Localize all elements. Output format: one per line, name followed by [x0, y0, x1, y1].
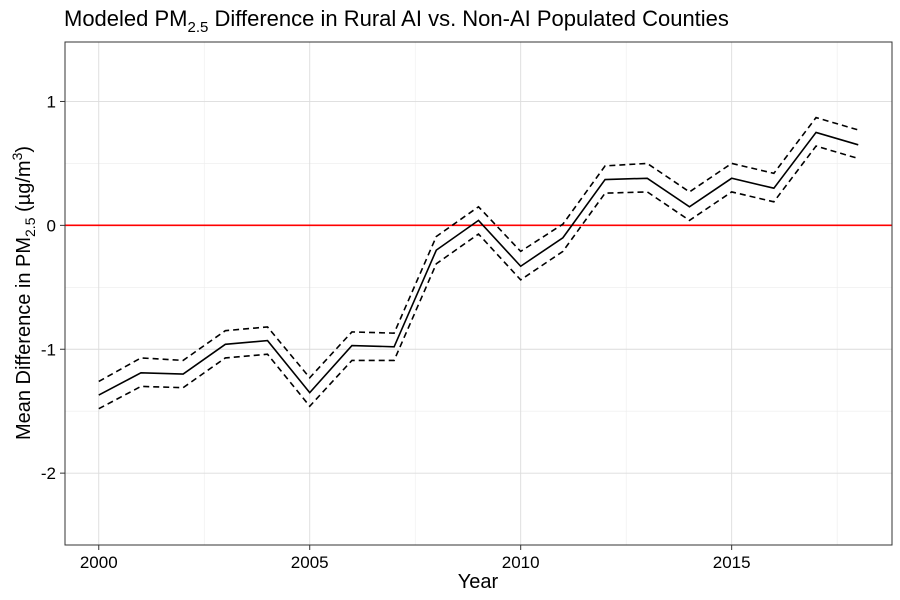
chart-title-suffix: Difference in Rural AI vs. Non-AI Popula… — [208, 6, 729, 31]
y-axis-title-prefix: Mean Difference in PM — [13, 237, 35, 440]
y-axis-title-subscript: 2.5 — [22, 217, 38, 237]
y-axis-title-superscript: 3 — [9, 152, 25, 160]
x-tick-label: 2005 — [291, 553, 329, 572]
y-tick-label: -2 — [41, 464, 56, 483]
y-axis-title-suffix: ) — [13, 146, 35, 153]
plot-area — [64, 41, 893, 546]
series-lines — [98, 116, 859, 410]
minor-gridlines — [65, 42, 892, 545]
y-tick-label: 0 — [47, 216, 56, 235]
series-line-estimate — [98, 131, 859, 396]
y-tick-label: -1 — [41, 340, 56, 359]
x-tick-label: 2015 — [713, 553, 751, 572]
chart-title: Modeled PM2.5 Difference in Rural AI vs.… — [64, 6, 729, 36]
y-axis: 1 0 -1 -2 — [41, 92, 65, 483]
y-axis-title-middle: (µg/m — [13, 160, 35, 217]
x-tick-label: 2010 — [502, 553, 540, 572]
x-axis: 2000 2005 2010 2015 — [80, 545, 751, 572]
y-axis-title: Mean Difference in PM2.5 (µg/m3) — [9, 146, 38, 440]
y-tick-label: 1 — [47, 92, 56, 111]
plot-panel-border — [64, 41, 893, 546]
series-line-upper — [98, 116, 859, 383]
series-line-lower — [98, 145, 859, 410]
x-axis-title: Year — [458, 571, 499, 593]
x-tick-label: 2000 — [80, 553, 118, 572]
plot-panel-background — [65, 42, 892, 545]
chart-title-prefix: Modeled PM — [64, 6, 188, 31]
chart-title-subscript: 2.5 — [188, 19, 209, 36]
